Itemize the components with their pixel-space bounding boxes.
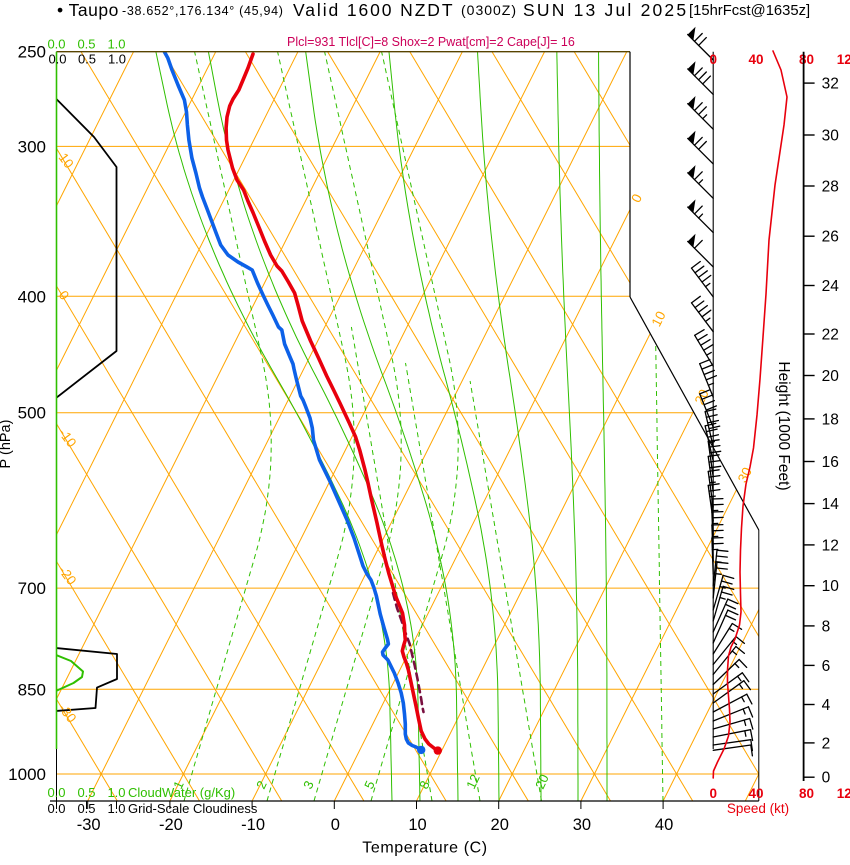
svg-text:[15hrFcst@1635z]: [15hrFcst@1635z] — [689, 3, 810, 19]
svg-text:2: 2 — [822, 735, 831, 752]
svg-text:1.0: 1.0 — [107, 785, 125, 800]
svg-text:80: 80 — [799, 52, 814, 67]
svg-text:6: 6 — [822, 658, 831, 675]
svg-text:40: 40 — [748, 52, 763, 67]
svg-text:10: 10 — [408, 816, 426, 834]
svg-text:0.5: 0.5 — [78, 52, 96, 67]
svg-text:250: 250 — [18, 42, 46, 61]
svg-text:SUN 13 Jul 2025: SUN 13 Jul 2025 — [523, 0, 688, 20]
svg-text:28: 28 — [822, 179, 839, 196]
svg-text:850: 850 — [18, 680, 46, 699]
svg-text:120: 120 — [837, 52, 850, 67]
svg-text:0.5: 0.5 — [77, 785, 95, 800]
svg-text:0.5: 0.5 — [77, 37, 95, 52]
svg-text:26: 26 — [822, 229, 839, 246]
svg-text:-30: -30 — [77, 816, 101, 834]
svg-text:-38.652°,176.134° (45,94): -38.652°,176.134° (45,94) — [122, 4, 284, 18]
svg-text:16: 16 — [822, 454, 839, 471]
svg-text:500: 500 — [18, 404, 46, 423]
svg-text:1.0: 1.0 — [107, 37, 125, 52]
svg-text:10: 10 — [822, 578, 840, 595]
svg-text:400: 400 — [18, 287, 46, 306]
svg-text:8: 8 — [822, 618, 831, 635]
svg-text:• Taupo: • Taupo — [57, 0, 119, 20]
svg-text:Height (1000 Feet): Height (1000 Feet) — [775, 361, 792, 490]
svg-text:300: 300 — [18, 137, 46, 156]
svg-text:32: 32 — [822, 76, 839, 93]
svg-text:Temperature (C): Temperature (C) — [362, 840, 487, 857]
svg-text:30: 30 — [573, 816, 591, 834]
svg-text:Grid-Scale Cloudiness: Grid-Scale Cloudiness — [128, 801, 258, 816]
svg-text:0: 0 — [709, 52, 717, 67]
svg-text:120: 120 — [837, 786, 850, 801]
svg-text:Valid 1600 NZDT: Valid 1600 NZDT — [293, 0, 454, 20]
svg-text:P (hPa): P (hPa) — [0, 420, 14, 469]
svg-text:20: 20 — [491, 816, 509, 834]
svg-text:14: 14 — [822, 496, 840, 513]
svg-text:Plcl=931 Tlcl[C]=8 Shox=2 Pwat: Plcl=931 Tlcl[C]=8 Shox=2 Pwat[cm]=2 Cap… — [287, 35, 575, 49]
svg-text:22: 22 — [822, 327, 839, 344]
svg-text:700: 700 — [18, 579, 46, 598]
svg-text:0: 0 — [331, 816, 340, 834]
svg-text:20: 20 — [822, 368, 840, 385]
svg-text:0: 0 — [822, 770, 831, 787]
svg-text:(0300Z): (0300Z) — [461, 2, 517, 18]
svg-text:12: 12 — [822, 537, 839, 554]
svg-text:0.0: 0.0 — [48, 52, 66, 67]
svg-text:Speed (kt): Speed (kt) — [727, 801, 789, 816]
svg-text:1000: 1000 — [8, 765, 46, 784]
svg-text:18: 18 — [822, 411, 839, 428]
svg-text:40: 40 — [655, 816, 673, 834]
svg-text:40: 40 — [748, 786, 763, 801]
svg-text:0.5: 0.5 — [77, 801, 95, 816]
svg-text:4: 4 — [822, 697, 831, 714]
svg-text:0: 0 — [709, 786, 717, 801]
svg-text:0.0: 0.0 — [47, 785, 65, 800]
svg-text:30: 30 — [822, 127, 840, 144]
svg-text:1.0: 1.0 — [107, 801, 125, 816]
svg-text:0.0: 0.0 — [47, 801, 65, 816]
svg-text:1.0: 1.0 — [108, 52, 126, 67]
svg-text:80: 80 — [799, 786, 814, 801]
svg-text:-10: -10 — [241, 816, 265, 834]
svg-text:-20: -20 — [159, 816, 183, 834]
svg-text:0.0: 0.0 — [47, 37, 65, 52]
svg-text:24: 24 — [822, 278, 840, 295]
